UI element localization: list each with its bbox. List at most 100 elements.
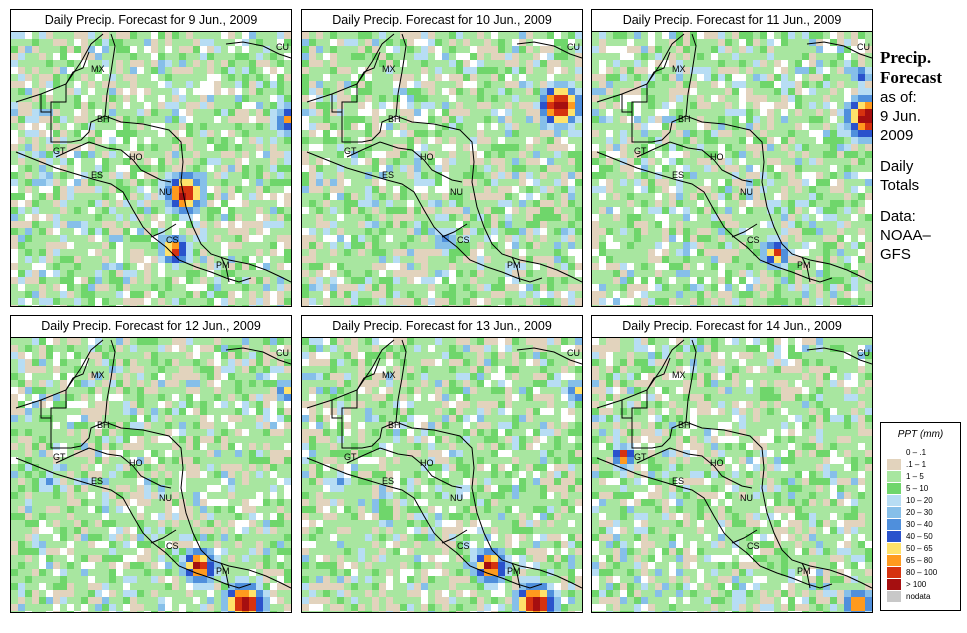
legend: PPT (mm) 0 – .1 .1 – 1 1 – 5 5 – 10 10 – 20 2… <box>880 422 961 611</box>
country-label-nu: NU <box>450 493 463 503</box>
boundary-line <box>636 141 753 183</box>
precip-map: MX CU BH GT HO ES NU CS PM <box>591 31 873 307</box>
boundary-line <box>346 141 463 183</box>
legend-swatch <box>887 447 901 458</box>
country-label-cu: CU <box>857 348 870 358</box>
country-label-cu: CU <box>276 42 289 52</box>
country-label-ho: HO <box>710 152 724 162</box>
heading-line-2: Forecast <box>880 68 942 87</box>
daily-line-2: Totals <box>880 177 920 194</box>
boundary-line <box>50 416 106 449</box>
legend-label: 30 – 40 <box>906 520 933 529</box>
precip-map: MX CU BH GT HO ES NU CS PM <box>301 337 583 613</box>
boundary-line <box>631 416 687 449</box>
panel-title: Daily Precip. Forecast for 14 Jun., 2009 <box>591 315 873 338</box>
country-label-pm: PM <box>507 566 521 576</box>
country-label-es: ES <box>672 170 684 180</box>
country-label-ho: HO <box>420 458 434 468</box>
country-label-es: ES <box>91 476 103 486</box>
country-label-pm: PM <box>216 566 230 576</box>
country-label-cu: CU <box>276 348 289 358</box>
boundary-line <box>220 562 230 589</box>
legend-label: .1 – 1 <box>906 460 927 469</box>
country-label-cs: CS <box>747 541 760 551</box>
country-label-mx: MX <box>382 370 396 380</box>
country-label-es: ES <box>382 170 394 180</box>
asof-line-1: as of: <box>880 89 917 106</box>
boundary-line <box>516 41 582 59</box>
boundary-line <box>306 33 582 283</box>
precip-grid: MX CU BH GT HO ES NU CS PM <box>592 32 872 306</box>
legend-label: 10 – 20 <box>906 496 933 505</box>
boundary-line <box>596 339 872 589</box>
precip-grid: MX CU BH GT HO ES NU CS PM <box>11 338 291 612</box>
forecast-panel-13-jun: Daily Precip. Forecast for 13 Jun., 2009… <box>301 315 583 613</box>
boundary-line <box>15 339 291 589</box>
country-label-gt: GT <box>344 452 357 462</box>
boundary-line <box>636 447 753 489</box>
boundary-line <box>15 457 252 589</box>
precip-grid: MX CU BH GT HO ES NU CS PM <box>11 32 291 306</box>
country-label-nu: NU <box>740 493 753 503</box>
forecast-panel-11-jun: Daily Precip. Forecast for 11 Jun., 2009… <box>591 9 873 307</box>
boundary-line <box>441 223 468 238</box>
forecast-panel-10-jun: Daily Precip. Forecast for 10 Jun., 2009… <box>301 9 583 307</box>
country-label-es: ES <box>382 476 394 486</box>
country-label-mx: MX <box>382 64 396 74</box>
data-line-1: Data: <box>880 208 916 225</box>
boundary-line <box>596 457 833 589</box>
country-label-bh: BH <box>97 420 110 430</box>
country-label-pm: PM <box>797 260 811 270</box>
boundary-line <box>306 457 543 589</box>
country-label-gt: GT <box>634 452 647 462</box>
country-label-cu: CU <box>567 348 580 358</box>
legend-swatch <box>887 567 901 578</box>
panel-title: Daily Precip. Forecast for 10 Jun., 2009 <box>301 9 583 32</box>
boundary-line <box>731 223 758 238</box>
boundary-line <box>801 256 811 283</box>
boundary-line <box>346 447 463 489</box>
precip-map: MX CU BH GT HO ES NU CS PM <box>10 337 292 613</box>
data-line-3: GFS <box>880 246 911 263</box>
boundary-line <box>516 347 582 365</box>
boundary-line <box>220 256 230 283</box>
country-label-nu: NU <box>450 187 463 197</box>
precip-map: MX CU BH GT HO ES NU CS PM <box>301 31 583 307</box>
legend-label: 40 – 50 <box>906 532 933 541</box>
country-label-pm: PM <box>797 566 811 576</box>
daily-line-1: Daily <box>880 158 914 175</box>
country-label-bh: BH <box>97 114 110 124</box>
legend-swatch <box>887 543 901 554</box>
country-label-mx: MX <box>672 64 686 74</box>
boundary-line <box>150 223 177 238</box>
legend-swatch <box>887 531 901 542</box>
country-label-gt: GT <box>53 452 66 462</box>
country-label-cs: CS <box>166 541 179 551</box>
boundary-line <box>341 416 397 449</box>
precip-grid: MX CU BH GT HO ES NU CS PM <box>302 32 582 306</box>
boundary-line <box>621 51 671 113</box>
forecast-panel-9-jun: Daily Precip. Forecast for 9 Jun., 2009 … <box>10 9 292 307</box>
heading-line-1: Precip. <box>880 48 932 67</box>
country-label-cs: CS <box>457 235 470 245</box>
country-label-bh: BH <box>678 114 691 124</box>
boundary-line <box>806 41 872 59</box>
boundary-line <box>331 357 381 419</box>
legend-label: 0 – .1 <box>906 448 927 457</box>
country-label-ho: HO <box>129 458 143 468</box>
boundary-line <box>596 151 833 283</box>
country-label-bh: BH <box>678 420 691 430</box>
country-label-nu: NU <box>159 493 172 503</box>
boundary-line <box>806 347 872 365</box>
boundary-line <box>631 110 687 143</box>
boundary-line <box>15 33 291 283</box>
panel-title: Daily Precip. Forecast for 9 Jun., 2009 <box>10 9 292 32</box>
legend-swatch <box>887 495 901 506</box>
boundary-line <box>55 141 172 183</box>
boundary-line <box>441 529 468 544</box>
country-label-ho: HO <box>129 152 143 162</box>
boundary-line <box>306 339 582 589</box>
side-notes: Precip. Forecast as of: 9 Jun. 2009 Dail… <box>880 48 964 264</box>
country-label-bh: BH <box>388 114 401 124</box>
boundary-line <box>50 110 106 143</box>
